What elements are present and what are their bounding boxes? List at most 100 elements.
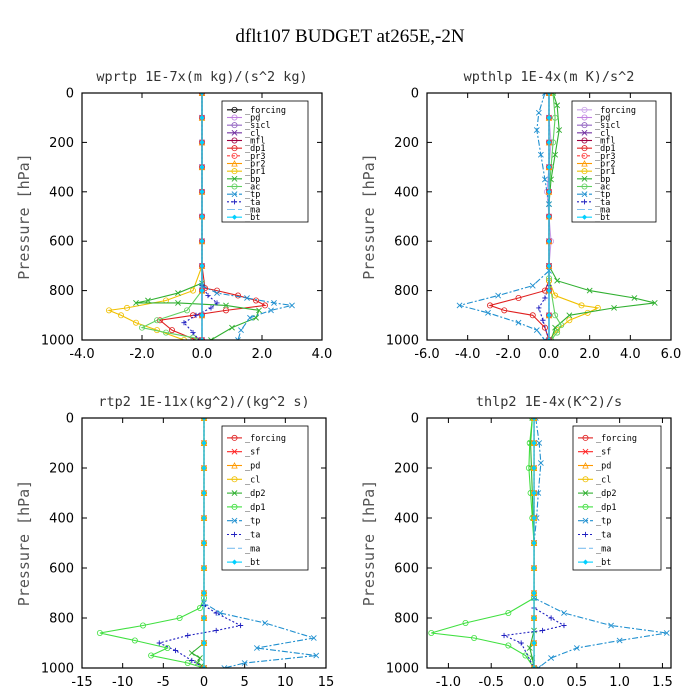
series-tp-point [537,460,544,466]
legend-marker [231,137,238,144]
series-tp-point [536,440,543,446]
series-ta-point [501,632,507,639]
series-dp1-point [487,302,494,309]
series-bt-point [546,189,552,195]
y-tick-label: 0 [411,87,419,102]
series-tp-point [485,309,491,316]
series-bt-point [531,465,537,471]
figure-title: dflt107 BUDGET at265E,-2N [235,26,464,47]
legend-marker [231,214,238,220]
legend-label: _ta [595,198,610,208]
series-tp-line [459,93,550,340]
legend-marker [231,122,238,129]
series-bt-point [546,238,552,244]
series-tp-point [214,290,220,296]
series-bp-point [552,324,559,331]
x-tick-label: -1.0 [436,675,461,690]
x-tick-label: 0.5 [566,675,587,690]
legend-label: _pr3 [595,152,615,162]
series-dp1-point [261,302,268,309]
x-tick-label: 0.0 [539,347,560,362]
series-tp [199,93,295,340]
series-bp-point [586,287,593,294]
legend-marker [581,122,588,129]
legend-label: _bt [596,558,611,568]
series-bp-point [556,127,563,133]
legend-label: _forcing [245,106,286,116]
legend-marker [231,183,238,190]
legend-marker [231,448,238,455]
series-tp-point [573,645,580,651]
legend-label: _pr1 [595,167,615,177]
series-dp1-point [139,622,146,629]
series-bt-point [546,93,552,96]
x-tick-label: -4.0 [455,347,480,362]
legend-marker [231,490,238,497]
x-tick-label: 0.0 [524,675,545,690]
legend-marker [231,160,238,167]
series-bp-point [223,302,229,309]
series-bt-point [199,312,205,318]
legend-marker [231,531,238,538]
legend-marker [231,145,238,152]
series-bt-point [531,665,537,668]
y-tick-label: 200 [394,462,419,477]
legend-label: _dp2 [245,489,265,499]
legend-label: _cl [596,475,611,485]
series-dp1-point [234,292,241,299]
legend-marker [581,168,588,175]
x-tick-label: -0.5 [479,675,504,690]
series-dp1 [487,93,553,340]
legend-label: _ma [245,544,260,554]
series-dp1-point [252,297,259,304]
series-bt-point [199,93,205,96]
legend-label: _mfl [245,137,265,147]
series-ta-point [205,292,211,299]
series-tp-line [533,418,667,668]
legend-label: _sicl [245,121,271,131]
series-bp-point [175,290,181,296]
legend-label: _bp [595,175,610,185]
series-bt-point [546,115,552,121]
series-dp1-point [176,615,183,622]
series-bt-point [199,288,205,294]
legend-label: _ma [596,544,611,554]
series-ta-point [193,312,199,318]
series-bt-point [201,590,207,596]
series-bp-point [651,300,658,306]
series-pr1-line [106,93,203,340]
series-bt-point [531,515,537,521]
series-ac-point [162,329,169,336]
series-bt-point [531,440,537,446]
legend-label: _pd [596,462,611,472]
legend: _forcing _sf _pd _cl _dp2 _dp1 _tp _ta _ma _bt [221,425,309,571]
series-ta-point [540,317,546,323]
series-bt-point [531,565,537,571]
series-tp-point [535,665,542,668]
series-dp1-point [96,630,103,637]
legend-label: _cl [245,129,260,139]
legend-marker [231,462,238,469]
series-group [96,418,320,668]
legend-marker [581,114,588,121]
legend-label: _bt [595,213,610,223]
series-tp-point [253,645,260,651]
series-bt [531,418,537,668]
series-bt-point [199,189,205,195]
series-tp-point [456,302,463,309]
series-ac-point [554,329,561,336]
series-dp1-point [522,652,529,659]
y-tick-label: 800 [394,612,419,627]
series-dp1-point [529,312,536,319]
series-tp-point [238,327,244,334]
series-tp-point [608,622,614,629]
plot-frame [426,417,672,669]
legend-label: _forcing [245,434,286,444]
series-bt [199,93,205,340]
x-tick-label: -6.0 [414,347,439,362]
series-bp-point [145,297,151,304]
series-pr1-point [566,317,573,324]
series-bt-point [531,615,537,621]
series-pr1-point [132,319,139,326]
series-dp1-point [515,295,522,302]
